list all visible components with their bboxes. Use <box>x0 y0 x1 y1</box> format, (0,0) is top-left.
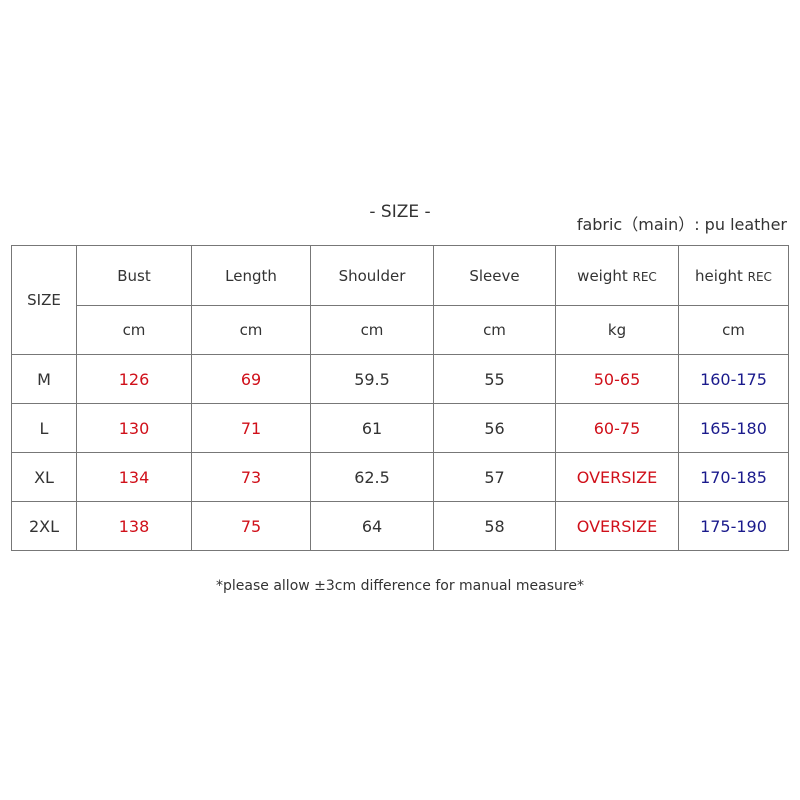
col-header: Length <box>191 245 311 306</box>
value-cell: 62.5 <box>310 452 434 502</box>
col-label: Length <box>225 266 277 285</box>
size-table: SIZE Bust Length Shoulder Sleeve weight … <box>11 245 789 551</box>
value-cell: 71 <box>191 403 311 453</box>
size-cell: L <box>11 403 77 453</box>
measure-note: *please allow ±3cm difference for manual… <box>216 578 584 594</box>
col-header: Shoulder <box>310 245 434 306</box>
unit-cell: cm <box>191 305 311 355</box>
unit-cell: cm <box>678 305 789 355</box>
unit-row: cm cm cm cm kg cm <box>12 305 789 355</box>
value-cell: 130 <box>76 403 192 453</box>
col-suffix: REC <box>632 269 657 284</box>
col-suffix: REC <box>747 269 772 284</box>
col-header: Sleeve <box>433 245 556 306</box>
col-header: Bust <box>76 245 192 306</box>
col-label: height <box>695 266 748 285</box>
value-cell: OVERSIZE <box>555 501 679 551</box>
value-cell: 175-190 <box>678 501 789 551</box>
value-cell: 138 <box>76 501 192 551</box>
value-cell: OVERSIZE <box>555 452 679 502</box>
unit-cell: cm <box>310 305 434 355</box>
value-cell: 73 <box>191 452 311 502</box>
value-cell: 75 <box>191 501 311 551</box>
table-row: M 126 69 59.5 55 50-65 160-175 <box>11 354 789 404</box>
value-cell: 134 <box>76 452 192 502</box>
value-cell: 50-65 <box>555 354 679 404</box>
value-cell: 160-175 <box>678 354 789 404</box>
unit-cell: kg <box>555 305 679 355</box>
table-body: M 126 69 59.5 55 50-65 160-175 L 130 71 61 56 60-75 1… <box>11 354 789 551</box>
value-cell: 69 <box>191 354 311 404</box>
header-row: SIZE Bust Length Shoulder Sleeve weight … <box>11 245 789 355</box>
value-cell: 55 <box>433 354 556 404</box>
size-header: SIZE <box>11 245 77 355</box>
page-title: - SIZE - <box>369 202 431 222</box>
table-row: 2XL 138 75 64 58 OVERSIZE 175-190 <box>11 501 789 551</box>
col-header: height REC <box>678 245 789 306</box>
value-cell: 59.5 <box>310 354 434 404</box>
value-cell: 56 <box>433 403 556 453</box>
col-label: Bust <box>117 266 151 285</box>
fabric-info: fabric（main）: pu leather <box>576 215 787 234</box>
size-cell: 2XL <box>11 501 77 551</box>
value-cell: 170-185 <box>678 452 789 502</box>
value-cell: 165-180 <box>678 403 789 453</box>
unit-cell: cm <box>433 305 556 355</box>
unit-cell: cm <box>76 305 192 355</box>
value-cell: 57 <box>433 452 556 502</box>
size-cell: XL <box>11 452 77 502</box>
col-label: Shoulder <box>338 266 406 285</box>
table-row: XL 134 73 62.5 57 OVERSIZE 170-185 <box>11 452 789 502</box>
value-cell: 61 <box>310 403 434 453</box>
value-cell: 64 <box>310 501 434 551</box>
value-cell: 58 <box>433 501 556 551</box>
size-cell: M <box>11 354 77 404</box>
table-row: L 130 71 61 56 60-75 165-180 <box>11 403 789 453</box>
value-cell: 60-75 <box>555 403 679 453</box>
col-header: weight REC <box>555 245 679 306</box>
value-cell: 126 <box>76 354 192 404</box>
col-label: weight <box>577 266 633 285</box>
col-label: Sleeve <box>469 266 520 285</box>
